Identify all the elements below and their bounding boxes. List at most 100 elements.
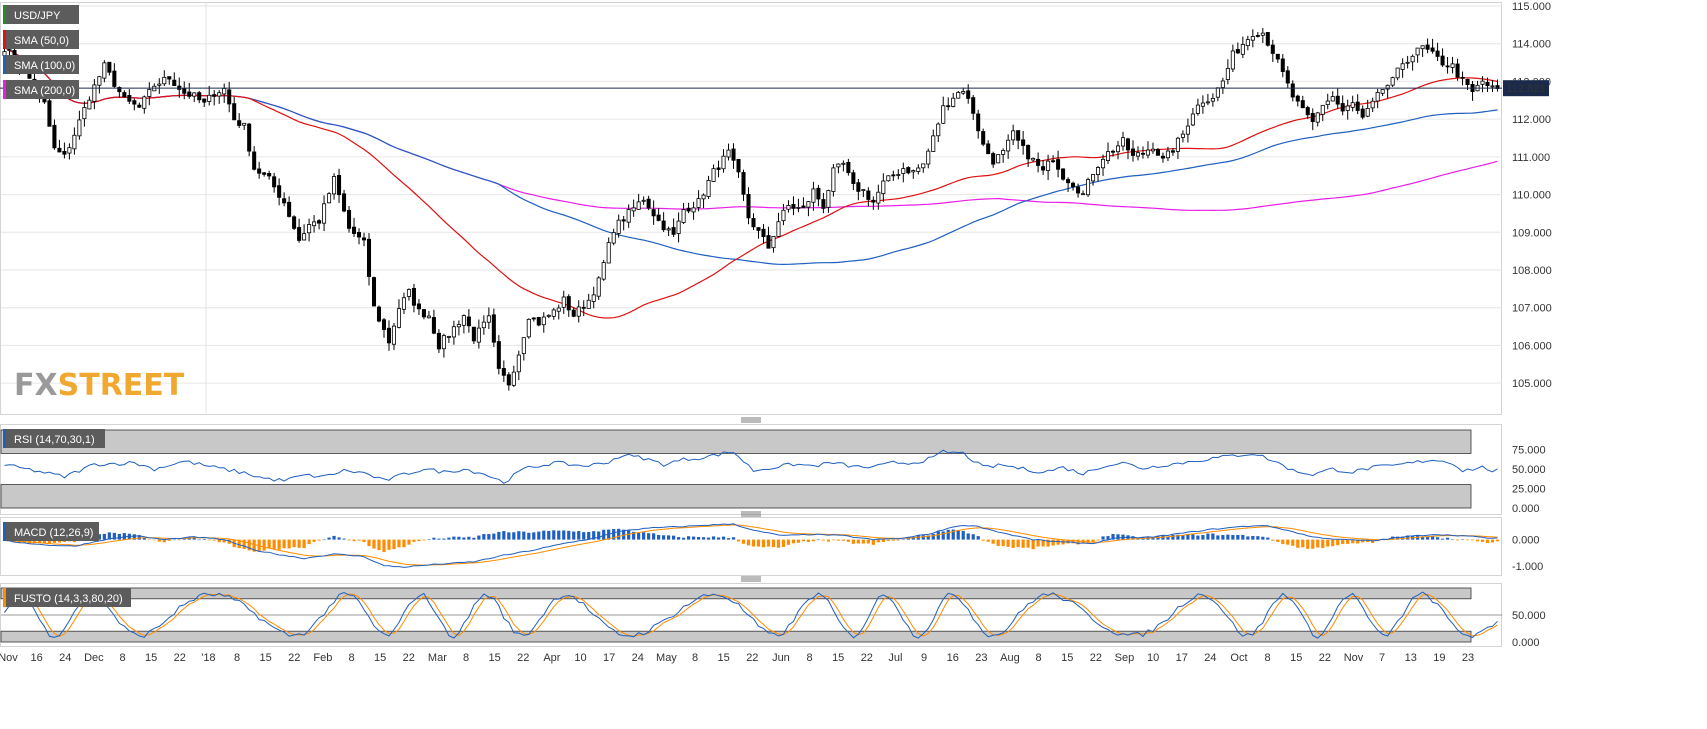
x-axis-label: 16: [31, 652, 43, 664]
macd-histogram-bar: [277, 539, 281, 550]
candle: [257, 168, 262, 174]
macd-histogram-bar: [537, 531, 541, 540]
macd-histogram-bar: [826, 539, 830, 542]
candle: [846, 161, 851, 174]
macd-histogram-bar: [1116, 534, 1120, 540]
macd-histogram-bar: [1041, 539, 1045, 547]
legend-swatch: [3, 30, 6, 49]
candle: [646, 198, 651, 209]
macd-histogram-bar: [926, 535, 930, 540]
candle: [1016, 130, 1021, 141]
candle: [187, 91, 192, 97]
rsi-tick-label: 25.000: [1512, 484, 1546, 496]
candle: [396, 308, 401, 328]
macd-histogram-bar: [392, 539, 396, 550]
candle: [1110, 150, 1116, 153]
macd-histogram-bar: [1251, 535, 1255, 540]
candle: [1230, 50, 1235, 70]
macd-histogram-bar: [1031, 539, 1035, 550]
macd-histogram-bar: [532, 532, 536, 540]
price-panel: [0, 2, 1502, 415]
macd-histogram-bar: [1406, 535, 1410, 540]
candle: [1360, 108, 1365, 118]
candle: [716, 167, 721, 170]
candle: [1400, 63, 1405, 70]
macd-histogram-bar: [1131, 536, 1135, 540]
macd-histogram-bar: [836, 539, 840, 541]
macd-histogram-bar: [1435, 537, 1440, 540]
candle: [247, 123, 252, 152]
macd-histogram-bar: [946, 529, 950, 540]
candle: [696, 198, 701, 208]
x-axis-label: Sep: [1115, 652, 1135, 664]
x-axis-label: Oct: [1230, 652, 1247, 664]
candle: [621, 219, 626, 222]
candle: [1375, 92, 1380, 102]
macd-histogram-bar: [397, 539, 401, 548]
macd-histogram-bar: [327, 537, 331, 540]
candle: [721, 155, 726, 170]
candle: [1150, 148, 1155, 152]
candle: [841, 162, 846, 165]
macd-histogram-bar: [1256, 536, 1260, 540]
x-axis-label: 24: [59, 652, 71, 664]
candle: [526, 318, 531, 338]
candle: [921, 163, 926, 169]
candle: [571, 309, 576, 317]
macd-histogram-bar: [1196, 535, 1200, 540]
x-axis-label: Feb: [313, 652, 332, 664]
macd-histogram-bar: [492, 533, 496, 540]
candle: [122, 92, 127, 98]
macd-histogram-bar: [1281, 539, 1285, 545]
candle: [242, 122, 247, 126]
macd-histogram-bar: [911, 536, 915, 540]
candle: [636, 201, 641, 210]
macd-histogram-bar: [452, 536, 456, 540]
macd-histogram-bar: [1091, 539, 1095, 543]
macd-histogram-bar: [262, 539, 266, 551]
macd-histogram-bar: [177, 539, 181, 541]
macd-histogram-bar: [412, 539, 416, 542]
candle: [1056, 159, 1061, 170]
macd-histogram-bar: [1206, 533, 1210, 540]
macd-histogram-bar: [667, 535, 671, 540]
macd-histogram-bar: [637, 532, 641, 540]
candle: [601, 262, 606, 280]
legend-label: SMA (50,0): [14, 35, 69, 47]
macd-histogram-bar: [796, 539, 801, 543]
macd-histogram-bar: [357, 539, 361, 541]
candle: [237, 120, 242, 126]
candle: [67, 147, 72, 154]
macd-histogram-bar: [791, 539, 796, 544]
candle: [746, 193, 751, 219]
candle: [456, 324, 461, 328]
candle: [1460, 76, 1465, 79]
macd-histogram-bar: [901, 539, 905, 540]
candle: [466, 316, 471, 327]
candle: [986, 143, 991, 155]
macd-histogram-bar: [726, 538, 731, 540]
macd-histogram-bar: [647, 533, 651, 540]
candle: [1250, 36, 1255, 41]
x-axis-label: 22: [174, 652, 186, 664]
macd-histogram-bar: [447, 537, 451, 540]
macd-histogram-bar: [1216, 535, 1220, 540]
macd-histogram-bar: [102, 533, 106, 540]
macd-histogram-bar: [1351, 539, 1355, 544]
candle: [1285, 70, 1290, 84]
macd-histogram-bar: [706, 537, 711, 540]
legend-item: [3, 80, 79, 99]
rsi-tick-label: 0.000: [1512, 503, 1540, 515]
price-tick-label: 109.000: [1512, 227, 1552, 239]
macd-histogram-bar: [1356, 539, 1360, 544]
candle: [267, 173, 272, 177]
macd-histogram-bar: [657, 534, 661, 540]
candle: [916, 167, 921, 172]
candle: [876, 191, 881, 204]
macd-histogram-bar: [966, 533, 970, 540]
candle: [107, 61, 112, 73]
macd-histogram-bar: [896, 539, 900, 541]
candle: [521, 337, 526, 355]
macd-histogram-bar: [197, 539, 201, 541]
macd-legend-swatch: [3, 522, 6, 541]
